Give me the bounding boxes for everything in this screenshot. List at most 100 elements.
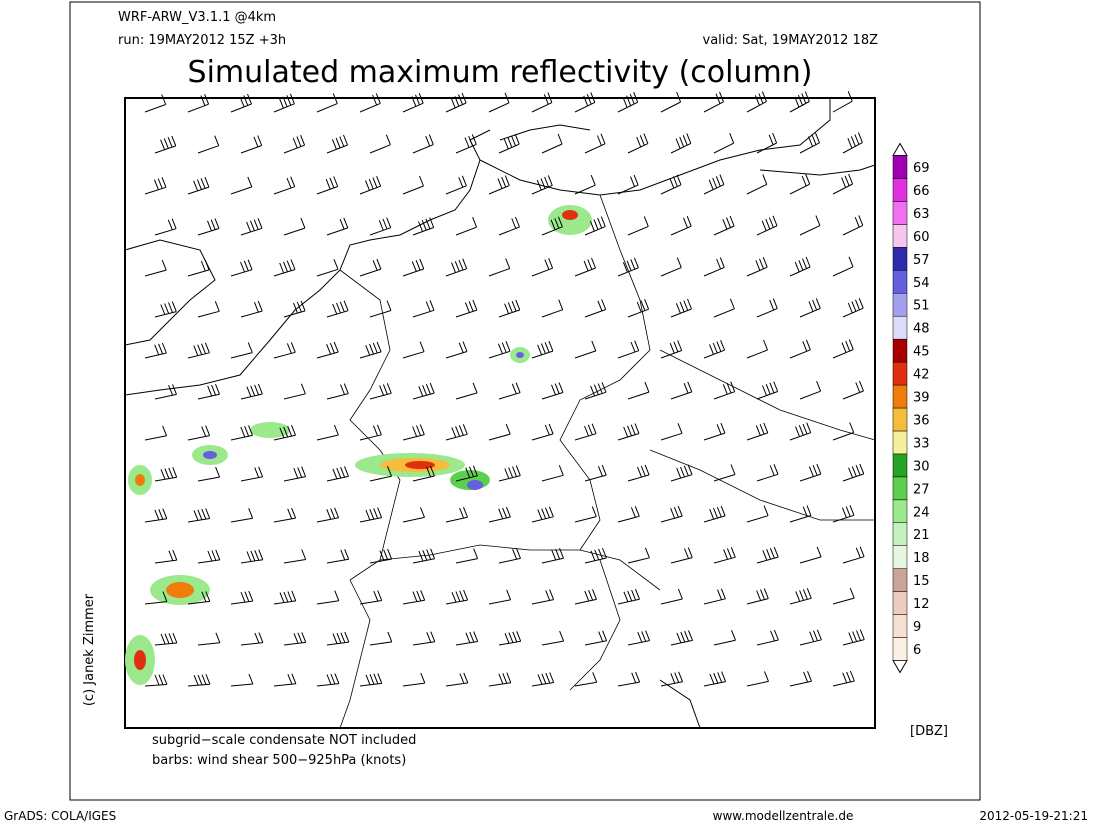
wind-barb bbox=[832, 587, 855, 605]
colorbar-label: 66 bbox=[913, 184, 930, 199]
cell bbox=[203, 451, 217, 459]
wind-barb bbox=[746, 422, 769, 441]
wind-barb bbox=[455, 548, 479, 564]
wind-barb bbox=[660, 257, 682, 277]
wind-barb bbox=[789, 671, 812, 687]
wind-barb bbox=[531, 506, 554, 523]
wind-barb bbox=[402, 590, 426, 605]
wind-barb bbox=[713, 630, 736, 646]
wind-barb bbox=[144, 94, 167, 113]
wind-barb bbox=[799, 298, 821, 318]
wind-barb bbox=[498, 299, 521, 318]
wind-barb bbox=[154, 467, 178, 482]
wind-barb bbox=[703, 91, 724, 113]
wind-barb bbox=[154, 301, 177, 318]
wind-barb bbox=[197, 384, 220, 400]
coast-adriatic bbox=[659, 679, 701, 729]
wind-barb bbox=[230, 93, 252, 113]
wind-barb bbox=[273, 342, 296, 359]
colorbar-label: 60 bbox=[913, 230, 930, 245]
wind-barb bbox=[498, 631, 522, 646]
wind-barb bbox=[359, 424, 382, 441]
wind-barb bbox=[412, 134, 434, 154]
wind-barb bbox=[359, 176, 382, 195]
wind-barb bbox=[746, 339, 768, 359]
colorbar-label: 30 bbox=[913, 459, 930, 474]
valid-label: valid: Sat, 19MAY2012 18Z bbox=[703, 33, 879, 48]
wind-barb bbox=[617, 423, 640, 441]
wind-barb bbox=[326, 631, 350, 646]
wind-barb bbox=[574, 423, 597, 441]
wind-barb bbox=[283, 135, 306, 154]
wind-barb bbox=[627, 547, 650, 564]
wind-barb bbox=[230, 425, 253, 441]
wind-barb bbox=[617, 671, 641, 687]
wind-barb bbox=[789, 588, 812, 605]
wind-barb bbox=[488, 92, 510, 113]
wind-barb bbox=[316, 590, 340, 605]
wind-barb bbox=[455, 299, 478, 318]
wind-barb bbox=[240, 549, 264, 564]
colorbar-label: 21 bbox=[913, 528, 930, 543]
colorbar-swatch bbox=[892, 247, 908, 271]
wind-barb bbox=[541, 630, 565, 646]
wind-barb bbox=[746, 174, 768, 195]
wind-barb bbox=[541, 382, 564, 400]
wind-barb bbox=[670, 381, 693, 400]
wind-barb bbox=[197, 632, 221, 646]
wind-barb bbox=[574, 589, 597, 605]
wind-barb bbox=[455, 217, 478, 236]
wind-barb bbox=[617, 174, 639, 195]
colorbar-swatch bbox=[892, 522, 908, 546]
wind-barb bbox=[584, 382, 607, 400]
wind-barb bbox=[488, 672, 512, 687]
wind-barb bbox=[574, 340, 597, 359]
wind-barb bbox=[144, 259, 167, 277]
wind-barb bbox=[273, 176, 296, 195]
wind-barb bbox=[455, 382, 478, 400]
colorbar-swatch bbox=[892, 155, 908, 179]
coast-east bbox=[759, 164, 876, 176]
wind-barb bbox=[445, 589, 469, 605]
wind-barb bbox=[369, 631, 393, 646]
colorbar-label: 45 bbox=[913, 345, 930, 360]
colorbar-label: 9 bbox=[913, 620, 921, 635]
wind-barb bbox=[187, 425, 211, 441]
cell bbox=[135, 474, 145, 486]
wind-barb bbox=[402, 672, 426, 687]
wind-barb bbox=[455, 134, 477, 154]
wind-barb bbox=[316, 176, 339, 195]
wind-barb bbox=[359, 590, 383, 605]
wind-barb bbox=[316, 341, 339, 359]
wind-barb bbox=[660, 671, 684, 687]
wind-barb bbox=[531, 92, 553, 113]
wind-barb bbox=[359, 507, 383, 523]
colorbar-label: 6 bbox=[913, 643, 921, 658]
wind-barb bbox=[627, 299, 650, 318]
wind-barb bbox=[412, 300, 435, 318]
credit: (c) Janek Zimmer bbox=[82, 593, 97, 706]
colorbar-swatch bbox=[892, 292, 908, 317]
wind-barb bbox=[240, 300, 263, 318]
wind-barb bbox=[627, 133, 649, 154]
wind-barb bbox=[369, 300, 392, 318]
wind-barb bbox=[488, 506, 511, 523]
wind-barb bbox=[273, 425, 296, 441]
wind-barb bbox=[369, 548, 393, 564]
wind-barb bbox=[154, 384, 177, 400]
colorbar-swatch bbox=[892, 476, 908, 501]
wind-barb bbox=[703, 422, 726, 441]
colorbar-swatch bbox=[892, 201, 908, 225]
wind-barb bbox=[240, 135, 263, 154]
wind-barb bbox=[746, 588, 769, 605]
cell bbox=[562, 210, 578, 220]
cell bbox=[405, 461, 435, 469]
wind-barb bbox=[660, 340, 683, 359]
wind-barb bbox=[670, 547, 693, 564]
wind-barb bbox=[326, 383, 349, 400]
coast-mainland bbox=[124, 129, 491, 396]
wind-barb bbox=[445, 92, 467, 113]
colorbar-swatch bbox=[892, 361, 908, 386]
wind-barb bbox=[574, 506, 597, 523]
